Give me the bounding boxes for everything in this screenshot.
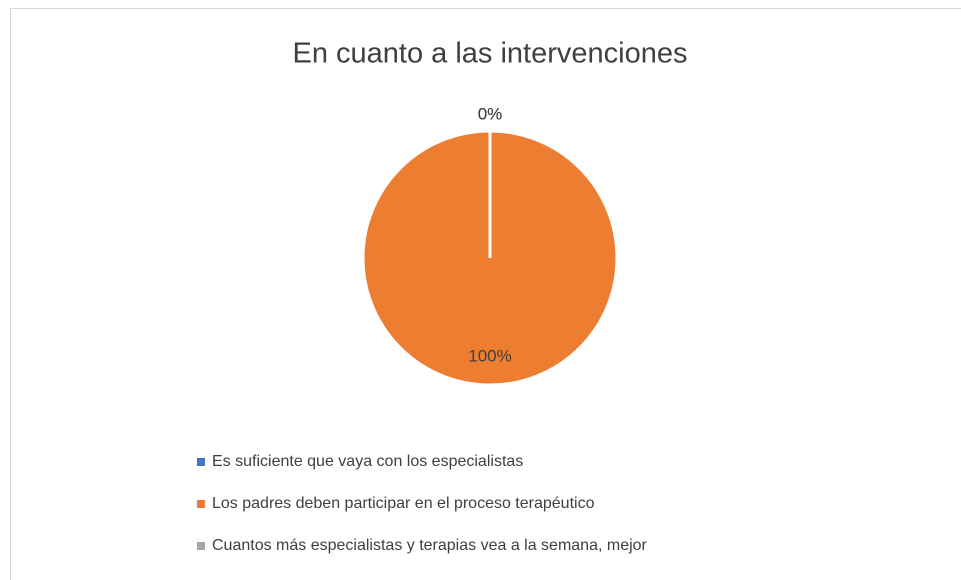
legend-label: Es suficiente que vaya con los especiali… <box>212 453 523 470</box>
legend-label: Los padres deben participar en el proces… <box>212 495 595 512</box>
legend-swatch <box>197 458 205 466</box>
data-label: 0% <box>478 104 503 123</box>
legend-swatch <box>197 500 205 508</box>
legend-label: Cuantos más especialistas y terapias vea… <box>212 537 648 554</box>
data-label: 0% <box>478 104 503 123</box>
chart-title: En cuanto a las intervenciones <box>293 38 688 70</box>
data-label: 100% <box>468 347 511 366</box>
legend-swatch <box>197 542 205 550</box>
